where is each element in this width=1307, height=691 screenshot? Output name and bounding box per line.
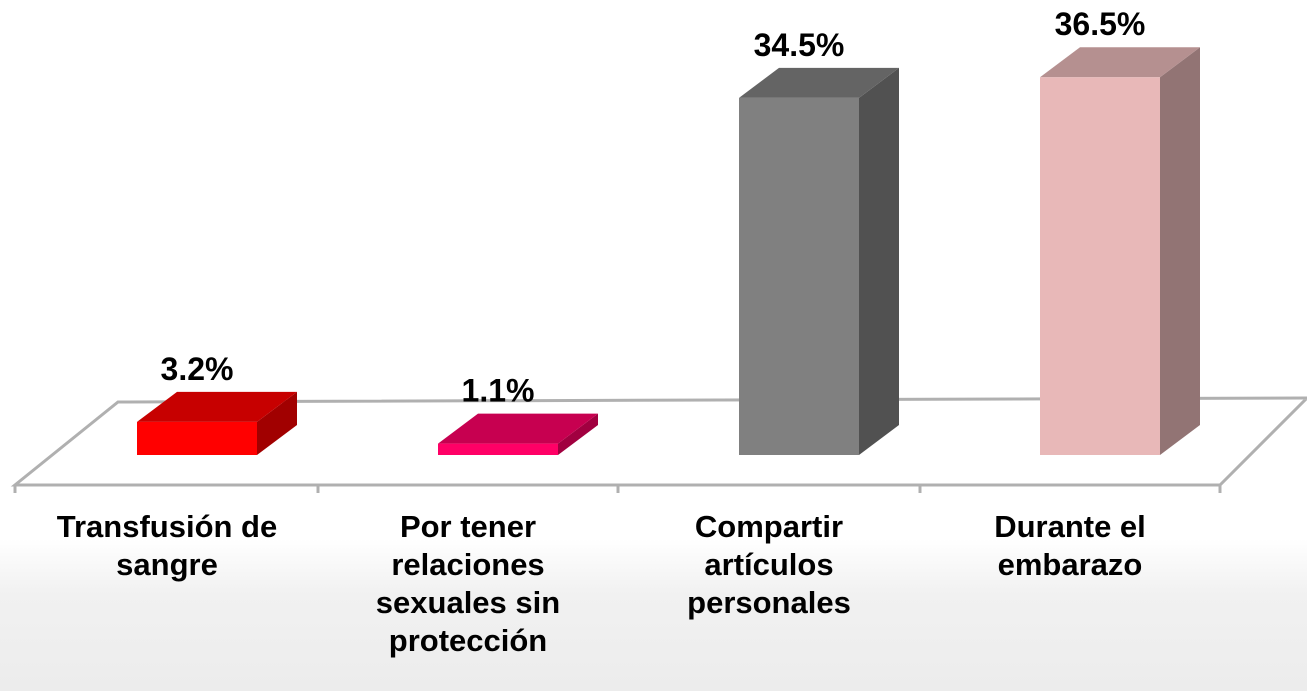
- x-tick-label: Por tener relaciones sexuales sin protec…: [375, 509, 561, 658]
- bar: [438, 443, 558, 455]
- bar-top: [137, 391, 297, 422]
- bar-side: [257, 391, 297, 455]
- floor: [10, 396, 1307, 487]
- value-label: 1.1%: [462, 373, 535, 409]
- bar: [1040, 77, 1160, 455]
- x-tick-label: Transfusión de sangre: [56, 509, 278, 582]
- bar: [137, 421, 257, 455]
- bar-top: [1040, 47, 1200, 78]
- bar-side: [859, 67, 899, 456]
- x-tick-label: Durante el embarazo: [994, 509, 1146, 582]
- x-tick-label: Compartir artículos personales: [687, 509, 851, 620]
- value-label: 3.2%: [161, 351, 234, 387]
- value-label: 36.5%: [1055, 6, 1146, 42]
- bar-top: [438, 413, 598, 444]
- bar-top: [739, 67, 899, 98]
- bar-side: [558, 413, 598, 455]
- axis-ticks: [13, 485, 1222, 493]
- bar: [739, 97, 859, 456]
- bar-side: [1160, 47, 1200, 455]
- value-label: 34.5%: [754, 27, 845, 63]
